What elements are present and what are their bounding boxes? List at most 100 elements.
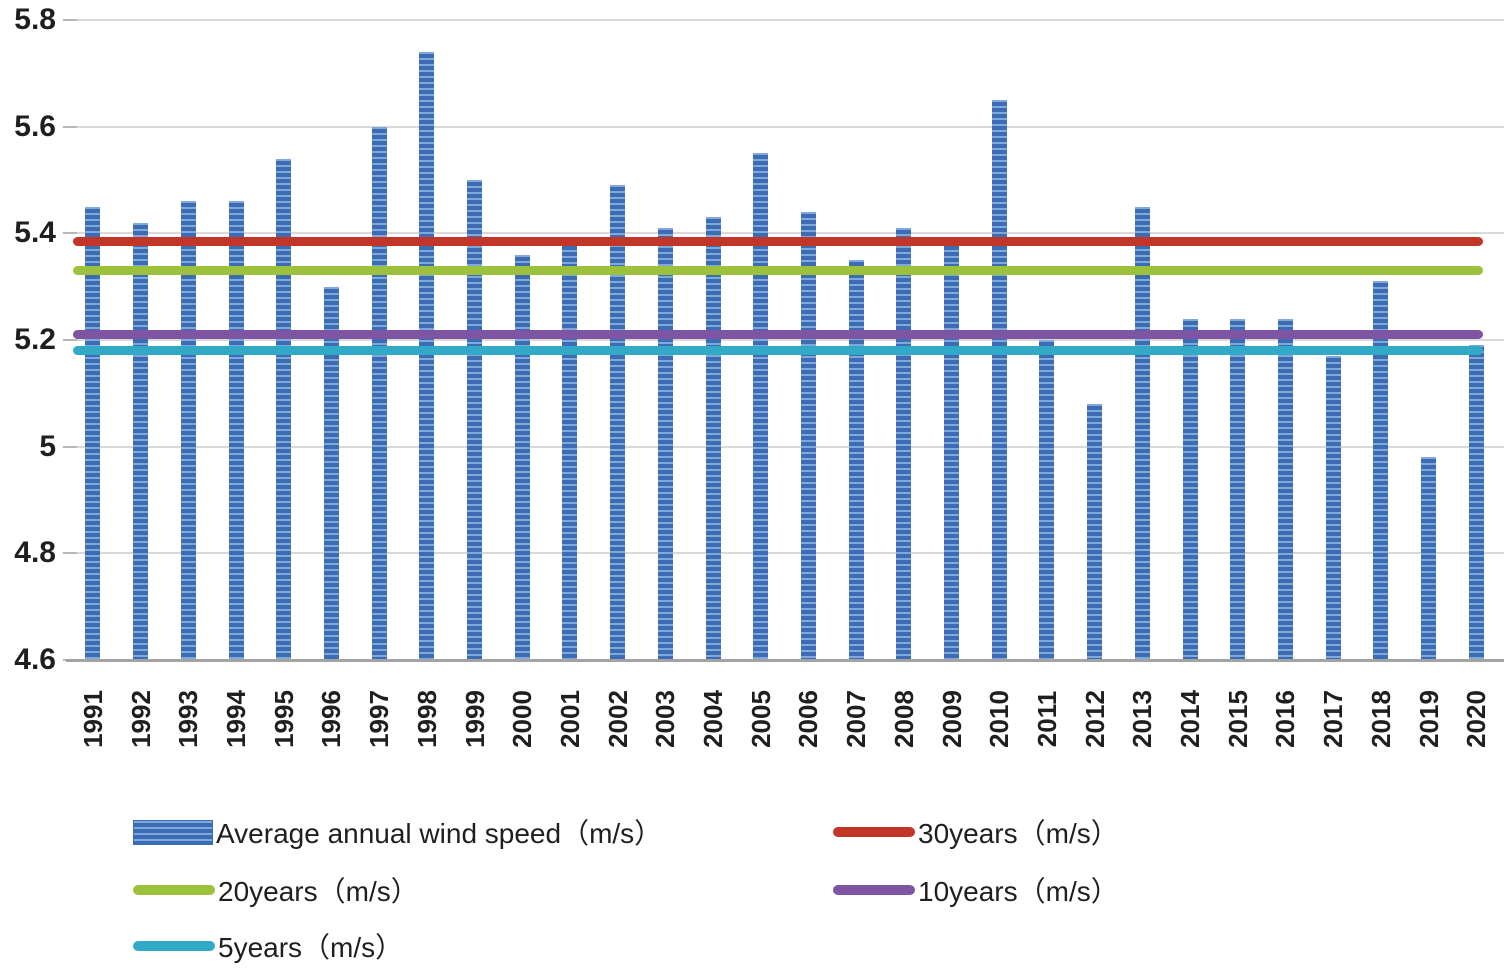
bar-2012	[1087, 404, 1102, 660]
x-axis-label-2017: 2017	[1318, 690, 1349, 748]
y-tick-5.4	[63, 232, 77, 235]
bar-2013	[1134, 206, 1150, 660]
x-axis-label-1992: 1992	[125, 690, 156, 748]
bar-2000	[514, 254, 530, 660]
bar-2001	[562, 244, 578, 660]
legend-item-10years: 10years（m/s）	[833, 876, 1119, 907]
bar-2010	[991, 100, 1007, 660]
bar-1994	[228, 201, 244, 660]
y-axis-label-4.8: 4.8	[14, 536, 56, 570]
bar-2011	[1039, 340, 1055, 660]
bar-1991	[85, 206, 101, 660]
bar-2007	[848, 260, 864, 660]
legend-item-20years: 20years（m/s）	[133, 876, 419, 907]
gridline-5.4	[66, 232, 1504, 235]
bar-2002	[610, 185, 626, 660]
y-axis-label-5.8: 5.8	[14, 3, 56, 36]
x-axis-label-1997: 1997	[364, 690, 395, 748]
bar-2017	[1325, 356, 1341, 660]
bar-2003	[657, 228, 673, 660]
x-axis-label-2006: 2006	[793, 690, 824, 748]
bar-2018	[1373, 281, 1389, 660]
x-axis-label-2003: 2003	[650, 690, 681, 748]
x-axis-label-1998: 1998	[411, 690, 442, 748]
bar-2019	[1421, 457, 1436, 660]
x-axis-line	[66, 659, 1504, 662]
refline-5years	[73, 346, 1483, 356]
y-axis-label-5.6: 5.6	[14, 109, 56, 143]
bar-2006	[800, 212, 816, 660]
bar-2020	[1468, 345, 1484, 660]
legend-label-10years: 10years（m/s）	[918, 876, 1119, 907]
y-tick-5.6	[63, 125, 77, 128]
y-tick-4.8	[63, 552, 77, 555]
y-tick-5.2	[63, 339, 77, 341]
bar-2009	[944, 244, 959, 660]
bar-2005	[753, 153, 769, 660]
legend-item-5years: 5years（m/s）	[133, 932, 403, 963]
legend-label-5years: 5years（m/s）	[218, 932, 404, 963]
gridline-5.2	[66, 339, 1504, 341]
x-axis-label-2012: 2012	[1079, 690, 1110, 748]
y-tick-5	[63, 445, 77, 448]
x-axis-label-2016: 2016	[1270, 690, 1301, 748]
plot-area: 5.8 5.6 5.4 5.2 5 4.8 4.6 1991 1992 1993 1994 1995 1…	[14, 3, 1504, 748]
gridline-4.8	[66, 552, 1504, 555]
legend-bar-swatch	[133, 819, 213, 845]
x-axis-label-1996: 1996	[316, 690, 347, 748]
refline-20years	[73, 266, 1483, 276]
y-axis-label-5: 5	[39, 429, 56, 463]
x-axis-label-1999: 1999	[459, 690, 490, 748]
gridline-5.6	[66, 125, 1504, 128]
legend-label-30years: 30years（m/s）	[918, 818, 1119, 849]
legend-line-swatch-30years	[833, 827, 915, 837]
bar-2014	[1182, 318, 1198, 660]
legend-label-20years: 20years（m/s）	[218, 876, 419, 907]
x-axis-label-2010: 2010	[984, 690, 1015, 748]
y-axis-label-4.6: 4.6	[14, 643, 56, 676]
x-axis-label-1995: 1995	[268, 690, 299, 748]
bar-1993	[180, 201, 196, 660]
bar-1992	[133, 222, 149, 660]
legend-label-average-wind-speed: Average annual wind speed（m/s）	[216, 818, 663, 849]
bar-2016	[1277, 318, 1293, 660]
x-axis-label-2004: 2004	[698, 690, 728, 748]
y-tick-5.8	[63, 19, 77, 21]
legend-item-30years: 30years（m/s）	[833, 818, 1119, 849]
bar-2004	[705, 217, 721, 660]
legend-line-swatch-20years	[133, 885, 215, 895]
x-axis-label-2015: 2015	[1222, 690, 1253, 748]
x-axis-label-1994: 1994	[221, 690, 251, 748]
x-axis-label-2008: 2008	[888, 690, 919, 748]
gridline-5	[66, 445, 1504, 448]
x-axis-label-2019: 2019	[1413, 690, 1444, 748]
x-axis-label-2011: 2011	[1031, 690, 1062, 748]
x-axis-label-2000: 2000	[507, 690, 538, 748]
legend-line-swatch-5years	[133, 941, 215, 951]
bar-1999	[467, 180, 482, 660]
x-axis-label-2018: 2018	[1365, 690, 1396, 748]
bar-1998	[419, 52, 435, 660]
x-axis-label-2013: 2013	[1127, 690, 1158, 748]
x-axis-label-2014: 2014	[1175, 690, 1205, 748]
bar-1996	[323, 286, 339, 660]
bar-1997	[371, 126, 387, 660]
y-axis-label-5.2: 5.2	[14, 323, 56, 356]
y-axis-label-5.4: 5.4	[14, 216, 56, 250]
x-axis-label-1993: 1993	[173, 690, 204, 748]
gridline-5.8	[66, 19, 1504, 21]
x-axis-label-2007: 2007	[841, 690, 872, 748]
x-axis-label-2009: 2009	[936, 690, 967, 748]
x-axis-label-2002: 2002	[602, 690, 633, 748]
refline-30years	[73, 236, 1483, 246]
refline-10years	[73, 330, 1483, 340]
x-axis-label-2001: 2001	[554, 690, 585, 748]
x-axis-label-2005: 2005	[745, 690, 776, 748]
legend-line-swatch-10years	[833, 885, 915, 895]
x-axis-label-1991: 1991	[77, 690, 108, 748]
bar-2008	[896, 228, 912, 660]
legend-item-average-wind-speed: Average annual wind speed（m/s）	[133, 818, 662, 849]
bar-1995	[276, 158, 292, 660]
bar-2015	[1230, 318, 1246, 660]
